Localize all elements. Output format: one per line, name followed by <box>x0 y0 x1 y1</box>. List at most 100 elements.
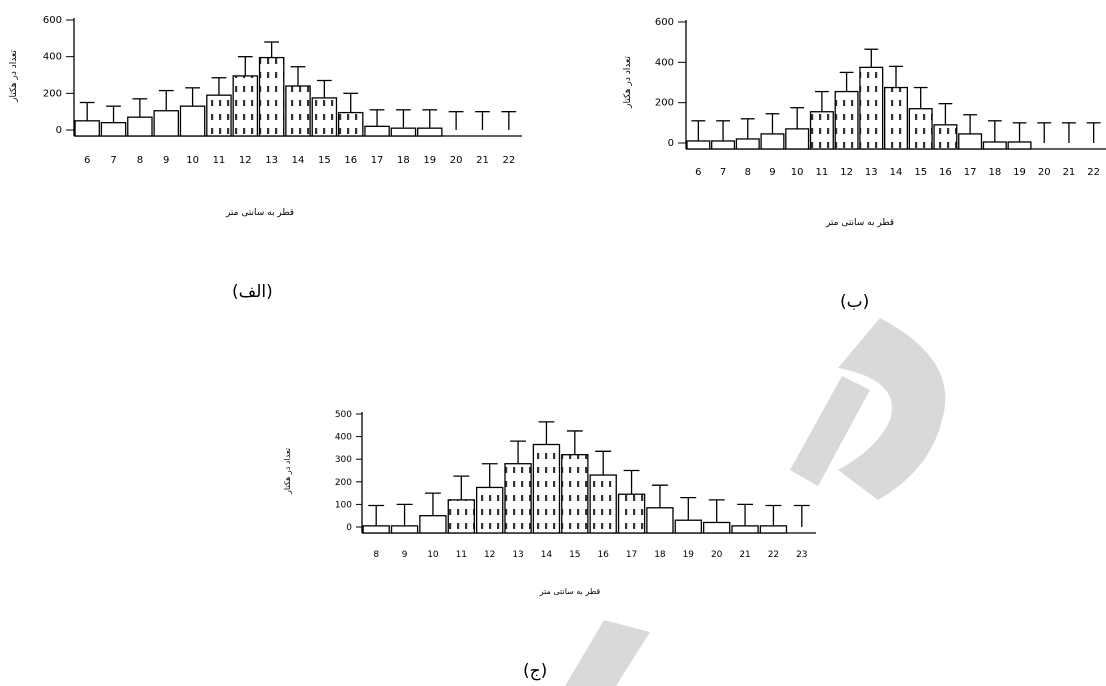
y-tick-label: 600 <box>43 15 62 26</box>
bar-14 <box>532 443 561 534</box>
bar-17 <box>364 125 390 137</box>
bar-19 <box>1007 141 1032 150</box>
x-axis-label: قطر به سانتی متر <box>539 587 601 596</box>
chart-a: 0 200 400 600 6 7 8 9 10 11 12 13 14 15 16 17 18 19 20 21 22… <box>9 15 522 218</box>
x-tick-label: 20 <box>450 155 463 166</box>
bar-16 <box>933 124 958 150</box>
x-tick-label: 21 <box>1063 167 1076 178</box>
bar-12 <box>834 90 859 150</box>
y-tick-label: 0 <box>346 523 352 533</box>
bar-21 <box>731 525 759 534</box>
x-tick-label: 7 <box>110 155 116 166</box>
y-tick-label: 100 <box>335 500 352 510</box>
y-axis-label: تعداد در هکتار <box>623 56 633 109</box>
bar-7 <box>711 140 736 150</box>
bar-12 <box>475 486 504 534</box>
x-tick-label: 14 <box>541 550 553 560</box>
bar-12 <box>232 75 259 137</box>
x-tick-label: 8 <box>745 167 751 178</box>
bar-15 <box>311 97 338 137</box>
bar-17 <box>958 133 983 150</box>
bar-16 <box>589 474 617 534</box>
bar-10 <box>179 105 206 137</box>
x-tick-label: 22 <box>768 550 779 560</box>
x-tick-label: 18 <box>654 550 666 560</box>
x-tick-label: 17 <box>371 155 384 166</box>
x-tick-label: 21 <box>476 155 489 166</box>
chart-panel-b: 0 200 400 600 6 7 8 9 10 11 12 13 14 15 16 17 18 19 20 21 22… <box>600 0 1106 254</box>
y-tick-label: 400 <box>335 433 352 443</box>
bar-19 <box>674 519 703 534</box>
x-tick-label: 6 <box>695 167 701 178</box>
bar-22 <box>759 525 788 534</box>
x-tick-label: 19 <box>423 155 436 166</box>
x-axis-label: قطر به سانتی متر <box>825 218 894 228</box>
bar-9 <box>153 110 180 137</box>
x-tick-label: 12 <box>484 550 495 560</box>
caption-a: (الف) <box>232 282 273 302</box>
x-tick-label: 16 <box>939 167 952 178</box>
x-tick-label: 20 <box>1038 167 1051 178</box>
caption-c: (ج) <box>523 661 548 681</box>
x-tick-label: 13 <box>512 550 523 560</box>
x-tick-label: 21 <box>739 550 750 560</box>
chart-panel-c: 0 100 200 300 400 500 8 9 10 11 12 13 14 15 16 17 18 19 20… <box>270 395 830 619</box>
x-tick-label: 16 <box>344 155 357 166</box>
x-tick-label: 6 <box>84 155 90 166</box>
bar-9 <box>390 525 419 534</box>
x-tick-label: 11 <box>456 550 467 560</box>
bar-6 <box>74 120 100 137</box>
x-tick-label: 7 <box>720 167 726 178</box>
bar-14 <box>883 86 909 150</box>
x-tick-label: 17 <box>626 550 637 560</box>
x-tick-label: 19 <box>1013 167 1026 178</box>
y-axis-label: تعداد در هکتار <box>9 50 19 103</box>
x-tick-label: 11 <box>816 167 829 178</box>
bar-9 <box>760 133 785 150</box>
bar-6 <box>686 140 711 150</box>
x-tick-label: 9 <box>163 155 169 166</box>
chart-c: 0 100 200 300 400 500 8 9 10 11 12 13 14 15 16 17 18 19 20… <box>283 410 816 596</box>
bar-11 <box>206 94 232 137</box>
x-tick-label: 19 <box>683 550 695 560</box>
bar-14 <box>285 85 311 137</box>
y-axis-label: تعداد در هکتار <box>283 448 292 495</box>
x-tick-label: 8 <box>373 550 379 560</box>
x-tick-label: 9 <box>769 167 775 178</box>
y-tick-label: 200 <box>43 88 62 99</box>
x-tick-label: 10 <box>427 550 439 560</box>
x-tick-label: 13 <box>865 167 878 178</box>
x-tick-label: 14 <box>292 155 305 166</box>
x-tick-label: 22 <box>502 155 515 166</box>
bar-8 <box>362 525 390 534</box>
x-tick-label: 12 <box>840 167 853 178</box>
y-tick-label: 0 <box>56 125 62 136</box>
x-tick-label: 20 <box>711 550 723 560</box>
x-tick-label: 9 <box>402 550 408 560</box>
x-tick-label: 14 <box>890 167 903 178</box>
bar-15 <box>908 108 933 150</box>
bar-16 <box>337 111 364 137</box>
bar-8 <box>127 116 153 137</box>
x-tick-label: 18 <box>988 167 1001 178</box>
x-tick-label: 23 <box>796 550 807 560</box>
bar-11 <box>809 111 834 150</box>
x-tick-label: 13 <box>265 155 278 166</box>
chart-b: 0 200 400 600 6 7 8 9 10 11 12 13 14 15 16 17 18 19 20 21 22… <box>623 17 1106 228</box>
bar-8 <box>735 138 760 150</box>
y-tick-label: 200 <box>335 478 352 488</box>
x-tick-label: 17 <box>964 167 977 178</box>
bar-7 <box>100 122 127 137</box>
bar-18 <box>390 127 417 137</box>
x-tick-label: 15 <box>914 167 927 178</box>
y-tick-label: 200 <box>655 98 674 109</box>
bar-20 <box>702 521 731 534</box>
x-tick-label: 10 <box>791 167 804 178</box>
bar-13 <box>859 66 884 150</box>
x-axis-label: قطر به سانتی متر <box>225 208 294 218</box>
caption-b: (ب) <box>840 292 870 312</box>
bar-13 <box>258 56 285 137</box>
x-tick-label: 15 <box>569 550 580 560</box>
bar-10 <box>785 128 810 150</box>
x-tick-label: 8 <box>137 155 143 166</box>
